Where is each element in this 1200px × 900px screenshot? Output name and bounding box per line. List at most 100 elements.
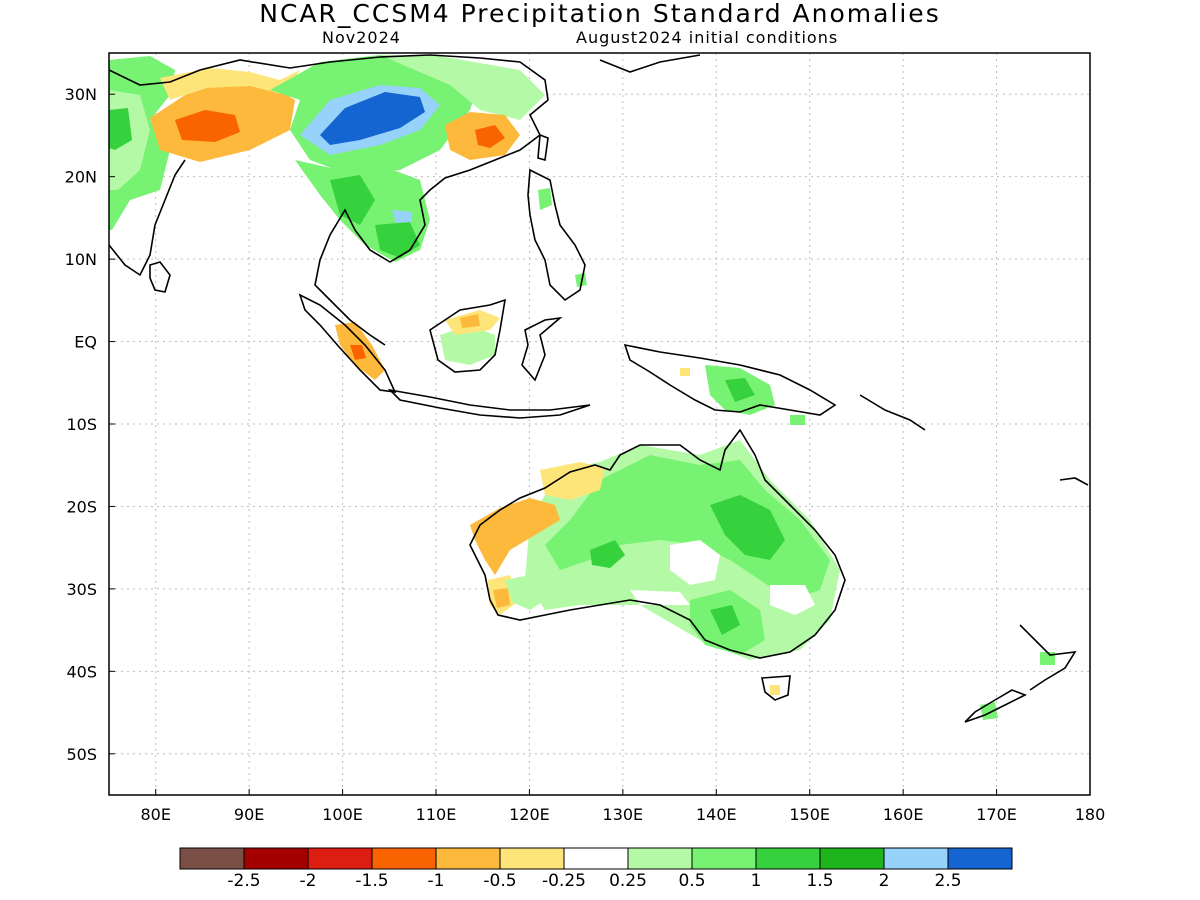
lat-tick-label: 20N <box>65 168 97 187</box>
anomaly-region-se-china-darkorange <box>475 125 505 148</box>
anomaly-region-china-lightgreen <box>380 55 545 120</box>
colorbar-swatch <box>435 847 501 870</box>
anomaly-region-indochina-lightblue <box>392 210 412 223</box>
anomaly-region-new-zealand-south <box>980 702 998 720</box>
lat-tick-label: 50S <box>66 745 97 764</box>
longitude-axis: 80E 90E 100E 110E 120E 130E 140E 150E 160E 170E 18… <box>140 789 1105 824</box>
colorbar-swatch <box>179 847 245 870</box>
colorbar-swatch <box>307 847 373 870</box>
coastline-taiwan <box>537 133 549 162</box>
colorbar-label: -0.25 <box>542 871 586 891</box>
forecast-month: Nov2024 <box>322 28 401 47</box>
anomaly-region-australia-darkgreen-se <box>710 605 740 635</box>
anomaly-region-tasmania <box>770 685 780 695</box>
anomaly-region-himalaya-darkorange <box>175 110 240 142</box>
lon-tick-label: 110E <box>416 805 457 824</box>
coastline-fiji <box>1059 477 1089 486</box>
anomaly-region-australia-white-3 <box>630 590 690 605</box>
anomaly-region-new-guinea-se <box>790 415 805 425</box>
anomaly-region-borneo-orange <box>460 314 480 328</box>
anomaly-shading <box>109 55 1055 720</box>
colorbar-label: 1.5 <box>806 871 833 891</box>
colorbar-swatch <box>883 847 949 870</box>
colorbar-label: 0.5 <box>678 871 705 891</box>
coastline-tasmania <box>761 675 791 701</box>
anomaly-region-indochina-darkgreen-2 <box>375 222 420 258</box>
anomaly-region-australia-lightgreen-sw <box>505 575 545 610</box>
anomaly-region-himalaya-yellow <box>160 68 300 100</box>
anomaly-region-australia-darkgreen-2 <box>590 540 625 568</box>
map-frame <box>108 52 1091 796</box>
anomaly-region-new-guinea-darkgreen <box>725 378 755 402</box>
lon-tick-label: 160E <box>883 805 924 824</box>
colorbar-swatch <box>691 847 757 870</box>
anomaly-region-australia-green <box>545 455 830 600</box>
colorbar-swatch <box>499 847 565 870</box>
lon-tick-label: 140E <box>696 805 737 824</box>
lon-tick-label: 90E <box>234 805 264 824</box>
colorbar-swatch <box>371 847 437 870</box>
colorbar-label: 0.25 <box>609 871 647 891</box>
lat-tick-label: 30N <box>65 85 97 104</box>
coastline-japan <box>599 54 701 73</box>
coastline-java <box>387 388 591 419</box>
coastline-sulawesi <box>521 316 563 382</box>
colorbar-swatch <box>243 847 309 870</box>
colorbar <box>179 847 1013 870</box>
coastline-new-zealand-south <box>964 689 1027 723</box>
coastlines <box>109 54 1089 723</box>
colorbar-swatch <box>627 847 693 870</box>
lon-tick-label: 130E <box>603 805 644 824</box>
colorbar-swatch <box>563 847 629 870</box>
colorbar-label: -2.5 <box>227 871 260 891</box>
colorbar-label: -1 <box>428 871 445 891</box>
coastline-solomons <box>859 394 926 431</box>
coastline-new-zealand-north <box>1019 624 1077 691</box>
coastline-philippines <box>527 168 586 302</box>
anomaly-region-australia-darkgreen <box>710 495 785 560</box>
latitude-axis: 30N 20N 10N EQ 10S 20S 30S 40S 50S <box>65 85 115 764</box>
lon-tick-label: 120E <box>509 805 550 824</box>
coastline-sumatra <box>298 293 397 393</box>
coastline-new-guinea <box>623 343 837 416</box>
colorbar-labels: -2.5 -2 -1.5 -1 -0.5 -0.25 0.25 0.5 1 1.5 2 2.5 <box>227 871 961 891</box>
colorbar-label: 2.5 <box>934 871 961 891</box>
gridlines <box>109 53 1091 795</box>
anomaly-region-indochina-darkgreen <box>330 175 375 225</box>
lat-tick-label: 30S <box>66 580 97 599</box>
anomaly-region-india-darkgreen <box>109 108 132 150</box>
coastline-sri-lanka <box>149 261 171 293</box>
lon-tick-label: 170E <box>976 805 1017 824</box>
colorbar-swatch <box>947 847 1013 870</box>
lat-tick-label: EQ <box>74 333 97 352</box>
coastline-australia <box>469 428 846 659</box>
lon-tick-label: 150E <box>789 805 830 824</box>
lon-tick-label: 100E <box>322 805 363 824</box>
initial-conditions: August2024 initial conditions <box>576 28 839 47</box>
colorbar-swatch <box>755 847 821 870</box>
anomaly-region-china-blue <box>320 92 425 145</box>
coastline-india <box>109 159 186 277</box>
lon-tick-label: 80E <box>140 805 170 824</box>
coastline-borneo <box>429 298 507 373</box>
colorbar-label: 1 <box>751 871 762 891</box>
colorbar-label: -1.5 <box>355 871 388 891</box>
anomaly-region-australia-white <box>670 540 720 585</box>
colorbar-label: -0.5 <box>483 871 516 891</box>
lat-tick-label: 10S <box>66 415 97 434</box>
map-title: NCAR_CCSM4 Precipitation Standard Anomal… <box>259 0 941 28</box>
colorbar-swatch <box>819 847 885 870</box>
lon-tick-label: 180 <box>1075 805 1106 824</box>
lat-tick-label: 20S <box>66 497 97 516</box>
anomaly-region-western-australia-sw-orange <box>493 588 510 608</box>
lat-tick-label: 10N <box>65 250 97 269</box>
anomaly-region-sumatra-darkorange <box>350 345 366 360</box>
anomaly-region-borneo-lightgreen <box>440 325 495 365</box>
colorbar-label: 2 <box>879 871 890 891</box>
anomaly-region-new-guinea-yellow <box>680 368 690 376</box>
anomaly-region-western-australia-orange <box>470 498 560 575</box>
anomaly-region-western-australia-yellow <box>540 462 605 500</box>
anomaly-region-philippines <box>538 188 552 210</box>
colorbar-label: -2 <box>300 871 317 891</box>
